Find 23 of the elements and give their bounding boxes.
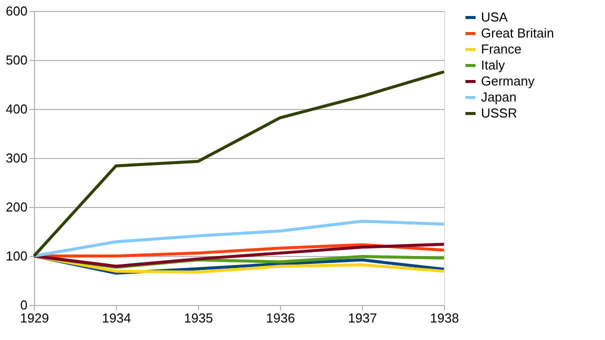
legend-label: USSR bbox=[481, 106, 518, 120]
x-tick-label: 1936 bbox=[266, 310, 295, 326]
legend-label: Great Britain bbox=[481, 26, 554, 40]
legend-label: France bbox=[481, 42, 522, 56]
x-tick-label: 1938 bbox=[430, 310, 459, 326]
x-tick-label: 1934 bbox=[102, 310, 131, 326]
y-tick-label: 600 bbox=[6, 4, 28, 18]
x-tick-label: 1929 bbox=[20, 310, 49, 326]
line-series bbox=[32, 70, 446, 258]
x-tick-label: 1935 bbox=[184, 310, 213, 326]
legend-label: Italy bbox=[481, 58, 506, 72]
x-tick-label: 1937 bbox=[348, 310, 377, 326]
y-tick-label: 500 bbox=[6, 52, 28, 68]
y-tick-label: 400 bbox=[6, 102, 28, 116]
line-series bbox=[32, 220, 446, 258]
y-tick-label: 0 bbox=[20, 298, 28, 312]
line-series bbox=[32, 242, 446, 268]
legend-label: Germany bbox=[481, 74, 535, 88]
y-tick-label: 200 bbox=[6, 200, 28, 214]
y-tick-label: 300 bbox=[6, 150, 28, 166]
legend-label: USA bbox=[481, 10, 508, 24]
legend-label: Japan bbox=[481, 90, 516, 104]
y-tick-label: 100 bbox=[6, 248, 28, 264]
